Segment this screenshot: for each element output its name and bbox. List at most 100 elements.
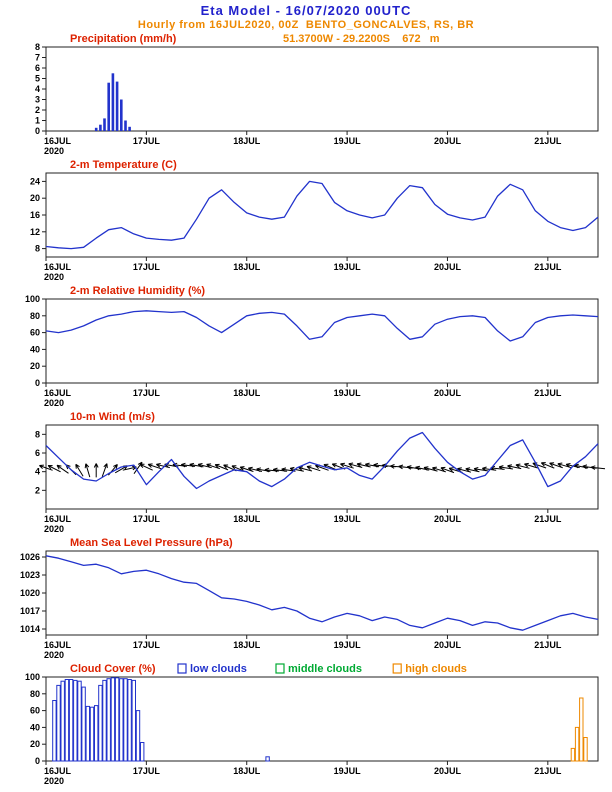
- y-tick-label: 1023: [20, 570, 40, 580]
- x-tick-label: 17JUL: [133, 388, 161, 398]
- cloud-bar-low-clouds: [94, 705, 99, 762]
- y-tick-label: 7: [35, 53, 40, 63]
- x-tick-label: 19JUL: [334, 640, 362, 650]
- x-year-label: 2020: [44, 650, 64, 660]
- precip-bar: [124, 120, 127, 131]
- precip-bar: [99, 124, 102, 131]
- x-tick-label: 18JUL: [233, 136, 261, 146]
- x-tick-label: 20JUL: [434, 640, 462, 650]
- x-tick-label: 17JUL: [133, 262, 161, 272]
- x-tick-label: 21JUL: [534, 388, 562, 398]
- x-tick-label: 17JUL: [133, 136, 161, 146]
- x-year-label: 2020: [44, 272, 64, 282]
- y-tick-label: 1017: [20, 606, 40, 616]
- y-tick-label: 100: [25, 672, 40, 682]
- coords-label: 51.3700W - 29.2200S 672 m: [283, 33, 440, 45]
- cloud-bar-low-clouds: [56, 684, 61, 762]
- x-tick-label: 19JUL: [334, 136, 362, 146]
- wind-arrow: [549, 462, 563, 469]
- y-tick-label: 20: [30, 361, 40, 371]
- panel-title-precipitation: Precipitation (mm/h): [70, 33, 177, 45]
- x-tick-label: 21JUL: [534, 514, 562, 524]
- x-tick-label: 19JUL: [334, 766, 362, 776]
- cloud-bar-low-clouds: [131, 679, 137, 762]
- x-tick-label: 20JUL: [434, 136, 462, 146]
- x-tick-label: 17JUL: [133, 766, 161, 776]
- precip-bar: [111, 73, 115, 132]
- cloud-bar-low-clouds: [81, 686, 86, 762]
- wind-arrow: [75, 463, 84, 477]
- y-tick-label: 0: [35, 378, 40, 388]
- panel-precipitation: Precipitation (mm/h) 51.3700W - 29.2200S …: [35, 33, 599, 156]
- cloud-bar-low-clouds: [73, 679, 78, 762]
- plot-frame: [45, 172, 599, 258]
- y-tick-label: 40: [30, 344, 40, 354]
- y-tick-label: 1026: [20, 552, 40, 562]
- x-year-label: 2020: [44, 776, 64, 786]
- legend-label-low-clouds: low clouds: [190, 663, 247, 675]
- cloud-bar-high-clouds: [570, 747, 576, 762]
- panel-title-mslp: Mean Sea Level Pressure (hPa): [70, 537, 233, 549]
- x-year-label: 2020: [44, 524, 64, 534]
- precip-bar: [120, 99, 123, 131]
- panel-title-wind-10m: 10-m Wind (m/s): [70, 411, 155, 423]
- wind-arrow: [306, 465, 321, 472]
- x-tick-label: 18JUL: [233, 640, 261, 650]
- y-tick-label: 80: [30, 689, 40, 699]
- precip-bar: [103, 118, 106, 131]
- y-tick-label: 2: [35, 105, 40, 115]
- cloud-bar-low-clouds: [265, 756, 270, 762]
- x-tick-label: 19JUL: [334, 262, 362, 272]
- legend-label-high-clouds: high clouds: [405, 663, 467, 675]
- precip-bar: [94, 127, 98, 131]
- x-tick-label: 18JUL: [233, 262, 261, 272]
- legend-swatch-low-clouds: [177, 663, 187, 674]
- wind-arrow: [39, 464, 53, 471]
- precip-bar: [128, 126, 131, 131]
- cloud-bar-low-clouds: [98, 684, 103, 762]
- legend-label-middle-clouds: middle clouds: [288, 663, 362, 675]
- wind-arrow: [214, 463, 229, 471]
- x-tick-label: 16JUL: [44, 388, 72, 398]
- wind-arrow: [264, 467, 279, 473]
- cloud-bar-low-clouds: [114, 677, 120, 762]
- cloud-bar-high-clouds: [583, 737, 588, 762]
- plot-frame: [45, 46, 599, 132]
- plot-frame: [45, 298, 599, 384]
- legend-swatch-high-clouds: [392, 663, 402, 674]
- x-tick-label: 19JUL: [334, 388, 362, 398]
- panel-relative-humidity-2m: 2-m Relative Humidity (%) 0 20 40 60 80 100 16J…: [25, 285, 599, 408]
- y-tick-label: 4: [35, 467, 40, 477]
- panel-title-relative-humidity-2m: 2-m Relative Humidity (%): [70, 285, 205, 297]
- x-tick-label: 16JUL: [44, 136, 72, 146]
- plot-frame: [45, 676, 599, 762]
- y-tick-label: 8: [35, 429, 40, 439]
- y-tick-label: 40: [30, 722, 40, 732]
- y-tick-label: 0: [35, 126, 40, 136]
- cloud-bar-low-clouds: [89, 706, 95, 762]
- y-tick-label: 20: [30, 193, 40, 203]
- wind-arrow: [147, 463, 162, 470]
- wind-arrow: [47, 465, 61, 473]
- wind-arrow: [56, 464, 69, 474]
- x-tick-label: 20JUL: [434, 262, 462, 272]
- cloud-bar-low-clouds: [64, 679, 70, 762]
- wind-arrow: [139, 463, 153, 471]
- temperature-2m-line: [45, 180, 599, 250]
- cloud-bar-low-clouds: [127, 679, 132, 762]
- cloud-bar-low-clouds: [110, 677, 116, 762]
- panel-wind-10m: 10-m Wind (m/s) 2 4 6 8 16JUL2020 17JUL 18JUL 19…: [35, 411, 606, 534]
- wind-arrow: [582, 464, 597, 470]
- wind-arrow: [406, 465, 421, 470]
- cloud-bar-low-clouds: [135, 710, 141, 762]
- y-tick-label: 8: [35, 42, 40, 52]
- wind-arrow: [93, 463, 99, 478]
- y-tick-label: 2: [35, 485, 40, 495]
- x-tick-label: 20JUL: [434, 766, 462, 776]
- y-tick-label: 6: [35, 63, 40, 73]
- cloud-bar-low-clouds: [85, 705, 90, 762]
- precip-bar: [107, 82, 110, 131]
- panel-temperature-2m: 2-m Temperature (C) 8 12 16 20 24 16JUL2020 17J…: [30, 159, 599, 282]
- x-tick-label: 16JUL: [44, 640, 72, 650]
- x-tick-label: 21JUL: [534, 766, 562, 776]
